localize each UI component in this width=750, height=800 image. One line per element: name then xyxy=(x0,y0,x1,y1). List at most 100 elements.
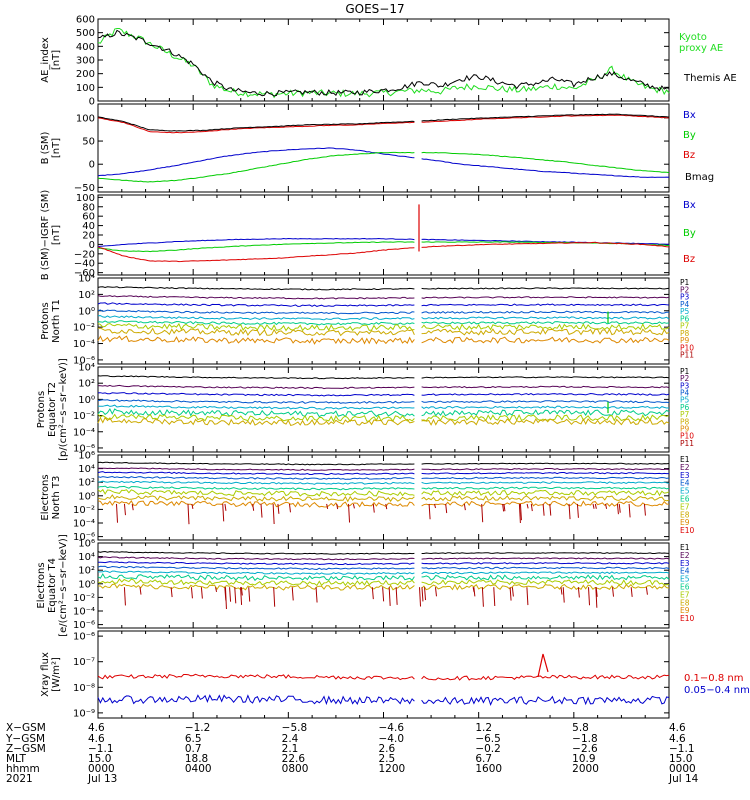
footer-cell: 5.8 xyxy=(572,722,589,734)
footer-cell: 1600 xyxy=(475,763,502,775)
footer-cell: 18.8 xyxy=(185,753,208,765)
channel-spike xyxy=(434,587,437,597)
footer-cell: 0.7 xyxy=(185,743,202,755)
channel-spike xyxy=(240,587,243,596)
channel-spike xyxy=(352,503,355,509)
channel-spike xyxy=(576,503,579,518)
footer-row-label: 2021 xyxy=(6,773,33,785)
series-channel-6 xyxy=(97,320,670,326)
legend-kyoto: Kyoto xyxy=(679,32,707,43)
channel-spike xyxy=(588,587,591,606)
series-channel-6 xyxy=(97,407,670,418)
footer-row-label: Y−GSM xyxy=(5,733,45,745)
legend-xray-short: 0.05−0.4 nm xyxy=(684,685,750,696)
legend-themis-ae: Themis AE xyxy=(683,73,737,84)
y-tick-label: 10² xyxy=(78,566,95,577)
y-axis-label: Electrons xyxy=(36,562,47,608)
channel-spike xyxy=(229,587,232,602)
y-axis-label: Equator T4 xyxy=(47,558,58,613)
legend-e4: E4 xyxy=(680,479,690,488)
channel-spike xyxy=(519,503,522,521)
channel-spike xyxy=(493,587,496,607)
channel-spike xyxy=(170,587,173,598)
series-channel-6 xyxy=(97,485,670,491)
legend-bx: Bx xyxy=(683,200,696,211)
legend-e3: E3 xyxy=(680,471,690,480)
panel-frame xyxy=(97,103,670,193)
channel-spike xyxy=(116,503,118,523)
y-tick-label: 600 xyxy=(76,15,95,26)
legend-bz: Bz xyxy=(683,150,695,161)
footer-cell: −1.1 xyxy=(669,743,695,755)
y-tick-label: 10⁻⁴ xyxy=(73,339,95,350)
y-tick-label: 10⁰ xyxy=(78,306,95,317)
panel-frame xyxy=(97,18,670,102)
y-tick-label: 10² xyxy=(78,290,95,301)
legend-e10: E10 xyxy=(680,614,695,623)
legend-e8: E8 xyxy=(680,598,690,607)
channel-spike xyxy=(511,587,514,597)
channel-spike xyxy=(277,503,280,514)
series-channel-8 xyxy=(97,416,670,426)
footer-cell: 4.6 xyxy=(669,722,686,734)
channel-spike xyxy=(372,503,375,513)
channel-spike xyxy=(273,587,276,607)
footer-cell: −5.8 xyxy=(282,722,308,734)
legend-p9: P9 xyxy=(680,336,690,345)
channel-spike xyxy=(348,503,351,523)
channel-spike xyxy=(592,503,595,509)
channel-spike xyxy=(424,587,427,601)
channel-spike xyxy=(428,503,431,520)
footer-cell: 10.9 xyxy=(572,753,595,765)
footer-cell: 6.5 xyxy=(185,733,202,745)
channel-spike xyxy=(473,587,476,597)
footer-cell: 0000 xyxy=(669,763,696,775)
legend-e7: E7 xyxy=(680,502,690,511)
y-axis-label: AE_index xyxy=(40,37,51,83)
channel-spike xyxy=(630,587,633,597)
y-axis-label: Xray flux xyxy=(40,652,51,697)
series-channel-5 xyxy=(97,315,670,321)
y-tick-label: 10⁴ xyxy=(78,552,95,563)
legend-p7: P7 xyxy=(680,322,690,331)
series-channel-3 xyxy=(97,302,670,307)
channel-spike xyxy=(549,503,552,516)
channel-spike xyxy=(628,503,631,518)
channel-spike xyxy=(272,503,275,525)
y-tick-label: 10⁻⁸ xyxy=(73,683,95,694)
channel-spike xyxy=(612,587,615,597)
y-tick-label: 10⁴ xyxy=(78,464,95,475)
footer-cell: 0400 xyxy=(185,763,212,775)
channel-spike xyxy=(200,587,203,599)
series-kyoto-proxy-ae xyxy=(97,28,670,99)
series-channel-9 xyxy=(97,335,670,345)
series-channel-2 xyxy=(97,384,670,390)
legend-e6: E6 xyxy=(680,495,690,504)
footer-cell: 22.6 xyxy=(282,753,306,765)
y-tick-label: 100 xyxy=(76,113,95,124)
legend-xray-long: 0.1−0.8 nm xyxy=(684,673,743,684)
footer-cell: 2.6 xyxy=(379,743,396,755)
channel-spike xyxy=(643,503,646,516)
series-bz xyxy=(97,241,670,263)
legend-e1: E1 xyxy=(680,455,690,464)
footer-cell: 0800 xyxy=(282,763,309,775)
plot-title: GOES−17 xyxy=(345,2,404,16)
channel-spike xyxy=(421,587,424,602)
footer-cell: 1200 xyxy=(379,763,406,775)
series-channel-1 xyxy=(97,550,670,555)
legend-e6: E6 xyxy=(680,583,690,592)
series-channel-2 xyxy=(97,467,670,471)
legend-e4: E4 xyxy=(680,567,690,576)
y-tick-label: 0 xyxy=(89,240,95,251)
channel-spike xyxy=(434,503,436,509)
y-tick-label: 40 xyxy=(82,221,95,232)
legend-e7: E7 xyxy=(680,590,690,599)
series-channel-2 xyxy=(97,556,670,561)
channel-spike xyxy=(530,503,533,512)
series-channel-1 xyxy=(97,375,670,380)
channel-spike xyxy=(240,587,243,605)
series-channel-5 xyxy=(97,404,670,410)
y-tick-label: 10⁰ xyxy=(78,579,95,590)
